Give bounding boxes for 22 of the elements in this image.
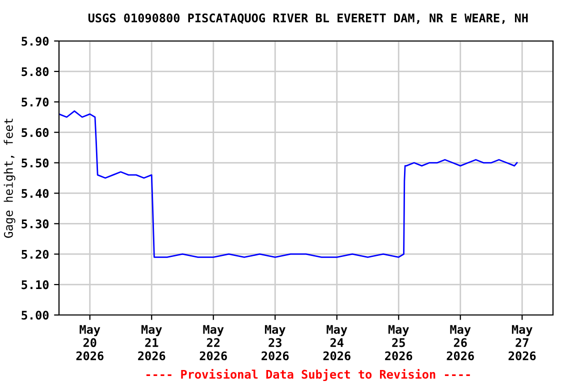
x-tick-label: May 25 2026	[385, 325, 412, 360]
y-tick-label: 5.90	[22, 36, 49, 46]
x-tick-label: May 23 2026	[262, 325, 289, 360]
x-tick-label: May 26 2026	[446, 325, 474, 360]
line-series	[59, 110, 518, 258]
x-tick-label: May 21 2026	[138, 325, 166, 360]
y-tick-label: 5.40	[22, 188, 49, 198]
chart-title: USGS 01090800 PISCATAQUOG RIVER BL EVERETT DAM, NR E WEARE, NH	[88, 13, 528, 24]
x-tick-label: May 20 2026	[76, 325, 104, 360]
y-tick-label: 5.80	[22, 67, 49, 76]
y-tick-label: 5.60	[22, 128, 49, 137]
y-axis-title: Gage height, feet	[4, 118, 16, 238]
x-tick-label: May 24 2026	[323, 325, 350, 360]
y-tick-label: 5.50	[22, 158, 49, 168]
text: ---- Provisional Data Subject to Revision ----	[146, 368, 470, 382]
y-tick-label: 5.00	[22, 310, 49, 320]
y-tick-label: 5.30	[22, 219, 49, 228]
y-tick-label: 5.20	[22, 250, 49, 259]
y-tick-label: 5.70	[22, 98, 49, 107]
x-tick-label: May 27 2026	[508, 325, 536, 360]
x-tick-label: May 22 2026	[200, 325, 227, 360]
y-tick-label: 5.10	[22, 280, 49, 290]
